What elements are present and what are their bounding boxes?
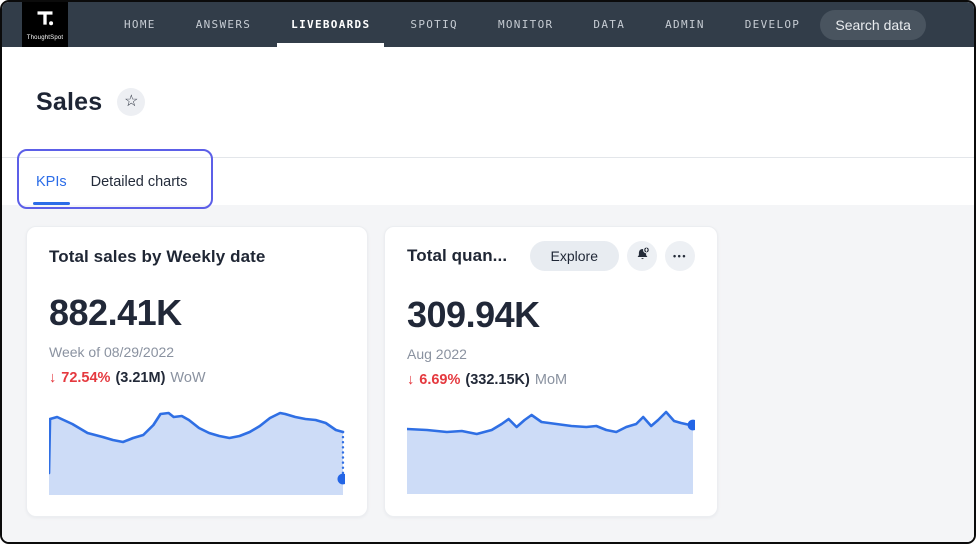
- more-options-button[interactable]: •••: [665, 241, 695, 271]
- nav-item-admin[interactable]: ADMIN: [665, 18, 705, 31]
- kpi-value: 882.41K: [49, 292, 182, 333]
- card-actions: Explore •••: [529, 241, 695, 271]
- sparkline-chart-quantity: [407, 410, 695, 494]
- kpi-card-total-sales: Total sales by Weekly date 882.41K Week …: [26, 226, 368, 517]
- nav-item-spotiq[interactable]: SPOTIQ: [410, 18, 458, 31]
- tab-detailed-charts[interactable]: Detailed charts: [90, 173, 188, 190]
- kpi-period-label: Aug 2022: [407, 346, 467, 362]
- thoughtspot-logo[interactable]: ThoughtSpot: [22, 2, 68, 47]
- top-nav-bar: ThoughtSpot HOME ANSWERS LIVEBOARDS SPOT…: [2, 2, 974, 47]
- change-delta: (3.21M): [115, 370, 166, 386]
- create-alert-button[interactable]: [627, 241, 657, 271]
- nav-item-data[interactable]: DATA: [593, 18, 626, 31]
- down-arrow-icon: ↓: [49, 370, 57, 386]
- tab-kpis[interactable]: KPIs: [33, 158, 70, 205]
- nav-item-develop[interactable]: DEVELOP: [744, 18, 801, 31]
- search-data-button[interactable]: Search data: [820, 9, 926, 40]
- star-icon: ☆: [124, 93, 139, 110]
- ellipsis-icon: •••: [673, 251, 687, 261]
- kpi-period-label: Week of 08/29/2022: [49, 344, 175, 360]
- down-arrow-icon: ↓: [407, 372, 415, 388]
- liveboard-header: Sales ☆: [2, 47, 974, 158]
- nav-menu: HOME ANSWERS LIVEBOARDS SPOTIQ MONITOR D…: [104, 2, 820, 47]
- sparkline-chart-sales: [49, 411, 345, 495]
- kpi-card-title: Total quan...: [407, 246, 508, 265]
- kpi-card-title: Total sales by Weekly date: [49, 247, 266, 266]
- favorite-star-button[interactable]: ☆: [117, 88, 146, 116]
- change-percent: 72.54%: [61, 370, 111, 386]
- kpi-change-row: ↓ 6.69% (332.15K) MoM: [407, 372, 695, 388]
- change-percent: 6.69%: [419, 372, 461, 388]
- change-comparison-label: WoW: [170, 370, 206, 386]
- kpi-card-total-quantity: Total quan... Explore: [384, 226, 718, 517]
- nav-item-monitor[interactable]: MONITOR: [497, 18, 554, 31]
- liveboard-content: Total sales by Weekly date 882.41K Week …: [2, 205, 974, 542]
- kpi-value: 309.94K: [407, 294, 540, 335]
- logo-brand-text: ThoughtSpot: [26, 35, 64, 41]
- nav-item-home[interactable]: HOME: [124, 18, 156, 31]
- explore-button[interactable]: Explore: [529, 241, 619, 271]
- change-comparison-label: MoM: [534, 372, 568, 388]
- bell-plus-icon: [634, 246, 651, 266]
- page-title: Sales: [36, 87, 103, 116]
- change-delta: (332.15K): [465, 372, 530, 388]
- nav-item-liveboards[interactable]: LIVEBOARDS: [271, 2, 390, 47]
- kpi-change-row: ↓ 72.54% (3.21M) WoW: [49, 370, 345, 386]
- liveboard-tab-bar: KPIs Detailed charts: [2, 158, 974, 205]
- nav-item-answers[interactable]: ANSWERS: [195, 18, 252, 31]
- thoughtspot-t-icon: [35, 8, 55, 33]
